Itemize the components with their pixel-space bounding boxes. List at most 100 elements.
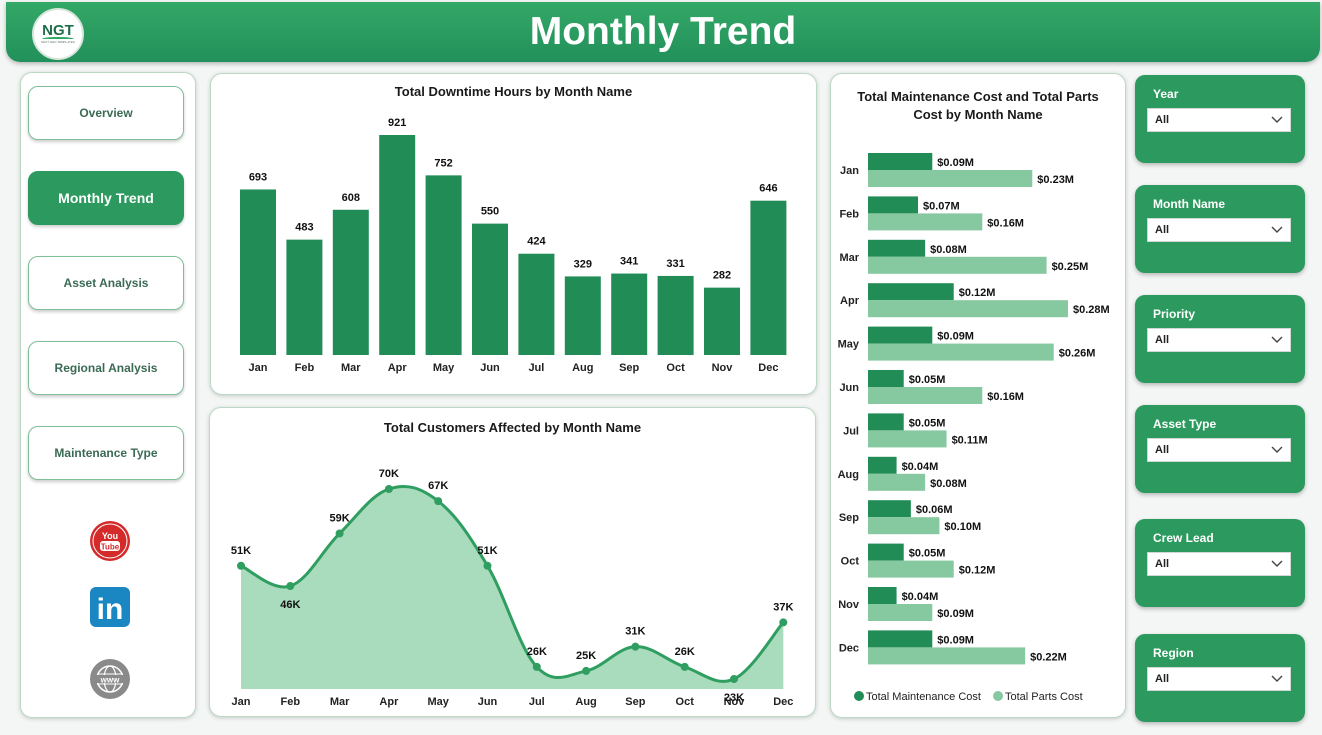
nav-regional-analysis-button[interactable]: Regional Analysis	[28, 341, 184, 395]
maintenance-cost-label: $0.04M	[902, 461, 939, 473]
downtime-data-label: 550	[481, 206, 499, 218]
parts-cost-bar-aug	[868, 473, 926, 491]
customers-x-tick: Aug	[575, 696, 596, 708]
legend-maintenance-label: Total Maintenance Cost	[866, 691, 981, 703]
priority-select[interactable]: All	[1147, 328, 1291, 352]
maintenance-cost-label: $0.05M	[909, 374, 946, 386]
downtime-bar-apr	[379, 135, 416, 355]
downtime-x-tick: Dec	[758, 362, 778, 374]
month-name-filter: Month Name All	[1135, 185, 1305, 273]
chevron-down-icon	[1271, 560, 1283, 567]
month-name-select-value: All	[1155, 224, 1170, 236]
customers-data-label: 59K	[330, 512, 350, 524]
downtime-data-label: 282	[713, 270, 731, 282]
customers-point-jan	[237, 561, 245, 570]
customers-point-jun	[483, 561, 492, 570]
youtube-icon[interactable]: You Tube	[89, 520, 131, 562]
linkedin-icon[interactable]: in	[89, 586, 131, 628]
customers-point-feb	[286, 582, 295, 591]
website-icon[interactable]: www	[89, 658, 131, 700]
downtime-bar-jun	[472, 223, 508, 355]
maintenance-cost-label: $0.06M	[916, 504, 953, 516]
legend-maintenance-swatch	[854, 691, 864, 701]
customers-x-tick: Oct	[676, 696, 695, 708]
month-name-select[interactable]: All	[1147, 218, 1291, 242]
parts-cost-bar-apr	[868, 300, 1068, 318]
downtime-bar-oct	[657, 275, 694, 355]
parts-cost-bar-jun	[868, 387, 983, 404]
maintenance-cost-bar-oct	[868, 543, 904, 561]
maintenance-cost-label: $0.05M	[909, 417, 946, 429]
maintenance-cost-bar-dec	[868, 630, 933, 648]
downtime-x-tick: Feb	[295, 362, 315, 374]
nav-maintenance-type-button[interactable]: Maintenance Type	[28, 426, 184, 480]
customers-chart-panel: Total Customers Affected by Month Name 5…	[209, 407, 816, 717]
downtime-x-tick: Sep	[619, 362, 639, 374]
nav-monthly-trend-button[interactable]: Monthly Trend	[28, 171, 184, 225]
downtime-x-tick: Jul	[528, 362, 544, 374]
cost-y-tick: Aug	[838, 469, 859, 481]
customers-point-nov	[730, 675, 738, 683]
region-filter-label: Region	[1153, 646, 1194, 660]
asset-type-select[interactable]: All	[1147, 438, 1291, 462]
cost-y-tick: Jan	[840, 165, 859, 177]
logo-subtext: NEXT GEN TEMPLATES	[41, 40, 75, 44]
priority-filter-label: Priority	[1153, 307, 1196, 321]
downtime-x-tick: Jan	[249, 362, 268, 374]
parts-cost-label: $0.22M	[1030, 651, 1067, 663]
cost-y-tick: Sep	[839, 512, 859, 524]
customers-x-tick: Jul	[529, 696, 545, 708]
parts-cost-bar-mar	[868, 256, 1047, 274]
maintenance-cost-bar-jan	[868, 153, 933, 170]
nav-overview-button[interactable]: Overview	[28, 86, 184, 140]
downtime-data-label: 693	[249, 171, 267, 183]
nav-asset-analysis-button[interactable]: Asset Analysis	[28, 256, 184, 310]
downtime-bar-jul	[518, 253, 555, 355]
parts-cost-bar-may	[868, 343, 1054, 361]
youtube-icon-text-bottom: Tube	[101, 543, 120, 552]
customers-data-label: 25K	[576, 650, 596, 662]
header-bar: NGT NEXT GEN TEMPLATES Monthly Trend	[6, 2, 1320, 62]
downtime-data-label: 331	[666, 258, 684, 270]
downtime-bar-aug	[564, 276, 601, 355]
asset-type-filter: Asset Type All	[1135, 405, 1305, 493]
maintenance-cost-bar-mar	[868, 239, 926, 257]
cost-y-tick: Nov	[838, 599, 860, 611]
maintenance-cost-bar-may	[868, 326, 933, 344]
downtime-x-tick: Jun	[480, 362, 500, 374]
customers-x-tick: Mar	[330, 696, 350, 708]
chevron-down-icon	[1271, 116, 1283, 123]
customers-data-label: 26K	[675, 646, 695, 658]
maintenance-cost-label: $0.05M	[909, 548, 946, 560]
parts-cost-label: $0.25M	[1052, 261, 1089, 273]
maintenance-cost-bar-feb	[868, 196, 918, 214]
parts-cost-bar-jul	[868, 430, 947, 448]
parts-cost-label: $0.12M	[959, 565, 996, 577]
page-title: Monthly Trend	[529, 10, 797, 53]
downtime-data-label: 341	[620, 256, 638, 268]
customers-data-label: 31K	[625, 626, 645, 638]
region-select[interactable]: All	[1147, 667, 1291, 691]
year-filter: Year All	[1135, 75, 1305, 163]
customers-point-jul	[532, 662, 541, 671]
crew-lead-select[interactable]: All	[1147, 552, 1291, 576]
parts-cost-bar-dec	[868, 647, 1026, 665]
downtime-x-tick: Aug	[572, 362, 593, 374]
downtime-chart-title: Total Downtime Hours by Month Name	[394, 84, 633, 99]
logo-text: NGT	[42, 22, 74, 39]
maintenance-cost-label: $0.12M	[959, 287, 996, 299]
maintenance-cost-bar-jun	[868, 370, 904, 387]
asset-type-select-value: All	[1155, 444, 1170, 456]
customers-point-mar	[335, 529, 344, 538]
customers-point-apr	[384, 485, 393, 493]
downtime-x-tick: Oct	[666, 362, 685, 374]
maintenance-cost-bar-nov	[868, 587, 897, 604]
region-select-value: All	[1155, 673, 1170, 685]
downtime-data-label: 646	[759, 183, 777, 195]
customers-chart-title: Total Customers Affected by Month Name	[383, 420, 642, 435]
year-select-value: All	[1155, 114, 1170, 126]
year-select[interactable]: All	[1147, 108, 1291, 132]
customers-data-label: 51K	[231, 545, 251, 557]
website-icon-text: www	[100, 676, 120, 685]
parts-cost-label: $0.11M	[952, 434, 988, 446]
